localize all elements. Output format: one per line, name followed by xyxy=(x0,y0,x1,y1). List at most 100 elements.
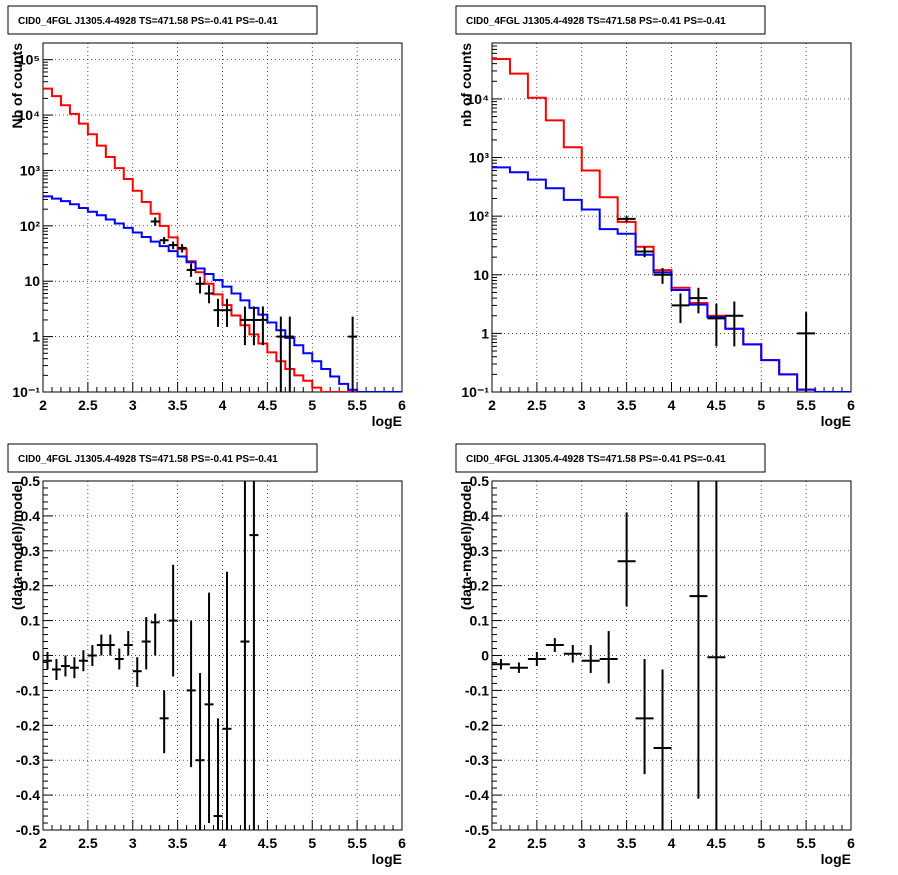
x-tick-label: 5.5 xyxy=(347,835,367,851)
x-tick-label: 2.5 xyxy=(78,397,98,413)
y-tick-label: 10⁵ xyxy=(18,52,40,68)
y-tick-label: 0.1 xyxy=(470,613,490,629)
x-tick-label: 3 xyxy=(578,397,586,413)
y-tick-label: 10⁻¹ xyxy=(461,384,489,400)
chart-panel-counts_sum: CID0_4FGL J1305.4-4928 TS=471.58 PS=-0.4… xyxy=(7,5,406,429)
y-tick-label: 10 xyxy=(24,273,40,289)
x-tick-label: 5.5 xyxy=(347,397,367,413)
x-tick-label: 6 xyxy=(398,835,406,851)
x-tick-label: 2 xyxy=(488,835,496,851)
x-tick-label: 5 xyxy=(757,397,765,413)
y-tick-label: 0 xyxy=(481,648,489,664)
y-tick-label: -0.2 xyxy=(465,717,489,733)
y-tick-label: -0.4 xyxy=(465,787,489,803)
y-tick-label: 0.4 xyxy=(21,508,41,524)
x-tick-label: 5 xyxy=(308,835,316,851)
x-axis-title: logE xyxy=(372,413,402,429)
histogram-series-0 xyxy=(43,87,402,392)
x-tick-label: 3.5 xyxy=(617,397,637,413)
y-tick-label: 10⁴ xyxy=(18,107,41,123)
x-tick-label: 3 xyxy=(129,397,137,413)
y-tick-label: 0.3 xyxy=(21,543,41,559)
x-tick-label: 4 xyxy=(668,835,676,851)
x-tick-label: 3.5 xyxy=(168,397,188,413)
plot-area xyxy=(43,481,259,830)
x-tick-label: 5 xyxy=(757,835,765,851)
histogram-series-1 xyxy=(43,195,402,392)
y-tick-label: 10⁻¹ xyxy=(12,384,40,400)
x-axis-title: logE xyxy=(821,851,851,867)
x-axis-title: logE xyxy=(372,851,402,867)
x-axis-title: logE xyxy=(821,413,851,429)
chart-panel-residuals_rebin: CID0_4FGL J1305.4-4928 TS=471.58 PS=-0.4… xyxy=(455,443,855,867)
plot-area xyxy=(43,87,402,392)
x-tick-label: 4.5 xyxy=(258,397,278,413)
y-tick-label: 0.5 xyxy=(21,473,41,489)
x-tick-label: 6 xyxy=(398,397,406,413)
x-tick-label: 4.5 xyxy=(707,835,727,851)
y-tick-label: 10² xyxy=(469,208,490,224)
y-axis-title: Nb of counts xyxy=(9,43,25,129)
x-tick-label: 2.5 xyxy=(527,835,547,851)
y-tick-label: 10² xyxy=(20,218,41,234)
y-tick-label: 0.5 xyxy=(470,473,490,489)
y-tick-label: 1 xyxy=(32,329,40,345)
chart-title-box xyxy=(7,5,318,35)
x-tick-label: 3.5 xyxy=(617,835,637,851)
chart-title-box xyxy=(7,443,318,473)
x-tick-label: 3.5 xyxy=(168,835,188,851)
x-tick-label: 4.5 xyxy=(707,397,727,413)
x-tick-label: 4 xyxy=(668,397,676,413)
x-tick-label: 4 xyxy=(219,397,227,413)
y-tick-label: 1 xyxy=(481,325,489,341)
y-tick-label: 0 xyxy=(32,648,40,664)
x-tick-label: 3 xyxy=(129,835,137,851)
x-tick-label: 5 xyxy=(308,397,316,413)
x-tick-label: 4.5 xyxy=(258,835,278,851)
x-tick-label: 3 xyxy=(578,835,586,851)
x-tick-label: 6 xyxy=(847,835,855,851)
y-tick-label: -0.3 xyxy=(16,752,40,768)
x-tick-label: 5.5 xyxy=(796,397,816,413)
y-tick-label: 10 xyxy=(473,267,489,283)
y-tick-label: -0.3 xyxy=(465,752,489,768)
chart-panel-counts_sum_rebin: CID0_4FGL J1305.4-4928 TS=471.58 PS=-0.4… xyxy=(455,5,855,429)
chart-title: CID0_4FGL J1305.4-4928 TS=471.58 PS=-0.4… xyxy=(18,454,278,465)
y-tick-label: -0.1 xyxy=(16,682,40,698)
histogram-series-0 xyxy=(492,58,851,392)
chart-title: CID0_4FGL J1305.4-4928 TS=471.58 PS=-0.4… xyxy=(466,454,726,465)
chart-title-box xyxy=(455,5,766,35)
y-tick-label: -0.5 xyxy=(465,822,489,838)
x-tick-label: 4 xyxy=(219,835,227,851)
x-tick-label: 2 xyxy=(39,397,47,413)
y-tick-label: 0.1 xyxy=(21,613,41,629)
y-tick-label: -0.2 xyxy=(16,717,40,733)
x-tick-label: 2.5 xyxy=(78,835,98,851)
y-axis-title: (data-model)/model xyxy=(9,481,25,610)
plot-area xyxy=(492,481,726,830)
y-tick-label: 10³ xyxy=(20,162,41,178)
y-axis-title: nb of counts xyxy=(458,43,474,127)
y-tick-label: -0.4 xyxy=(16,787,40,803)
x-tick-label: 5.5 xyxy=(796,835,816,851)
y-tick-label: 0.2 xyxy=(21,578,41,594)
x-tick-label: 2.5 xyxy=(527,397,547,413)
x-tick-label: 2 xyxy=(488,397,496,413)
chart-panel-residuals: CID0_4FGL J1305.4-4928 TS=471.58 PS=-0.4… xyxy=(7,443,406,867)
histogram-series-1 xyxy=(492,166,851,392)
y-tick-label: 0.4 xyxy=(470,508,490,524)
x-tick-label: 6 xyxy=(847,397,855,413)
chart-title-box xyxy=(455,443,766,473)
chart-title: CID0_4FGL J1305.4-4928 TS=471.58 PS=-0.4… xyxy=(466,16,726,27)
y-axis-title: (data-model)/model xyxy=(458,481,474,610)
y-tick-label: 10⁴ xyxy=(467,91,490,107)
y-tick-label: 0.3 xyxy=(470,543,490,559)
y-tick-label: 0.2 xyxy=(470,578,490,594)
plot-area xyxy=(492,58,851,392)
y-tick-label: -0.1 xyxy=(465,682,489,698)
y-tick-label: -0.5 xyxy=(16,822,40,838)
chart-title: CID0_4FGL J1305.4-4928 TS=471.58 PS=-0.4… xyxy=(18,16,278,27)
y-tick-label: 10³ xyxy=(469,150,490,166)
x-tick-label: 2 xyxy=(39,835,47,851)
